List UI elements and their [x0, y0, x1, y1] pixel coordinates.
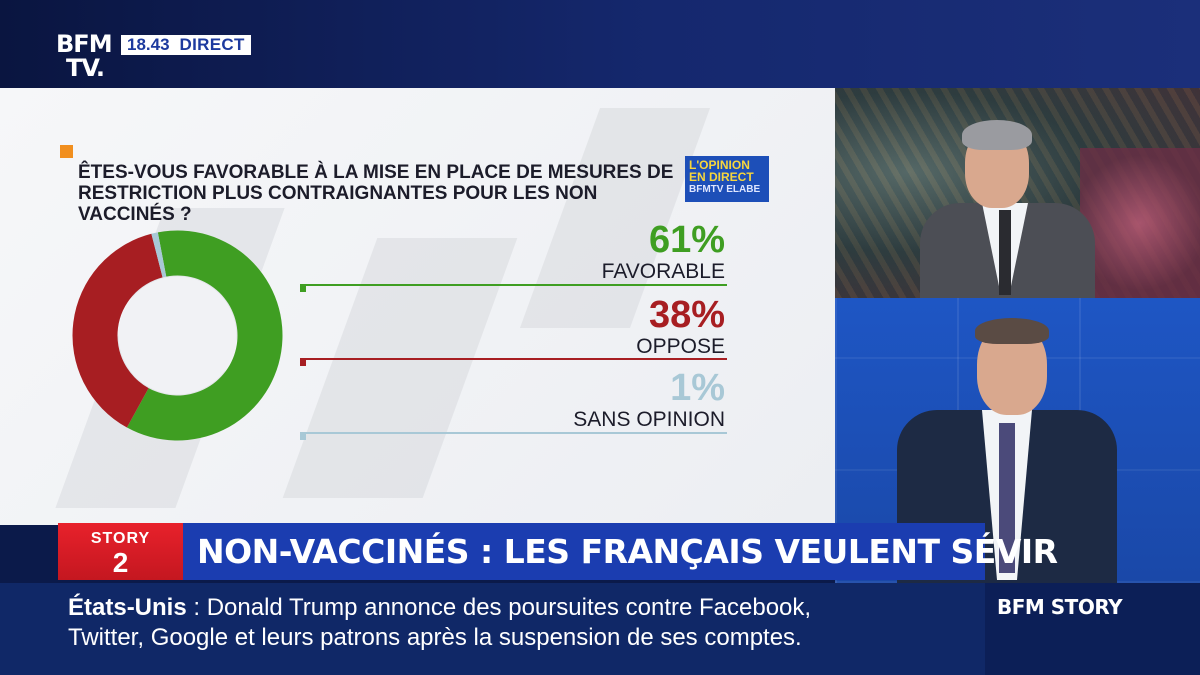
badge-line-3: BFMTV ELABE: [689, 184, 761, 195]
oppose-percent: 38%: [648, 294, 725, 336]
favorable-label: FAVORABLE: [601, 260, 725, 283]
ticker-location: États-Unis: [68, 594, 187, 621]
favorable-dot: [300, 286, 306, 292]
sans-opinion-line: [300, 432, 727, 434]
donut-chart: [72, 230, 283, 441]
result-oppose: 38% OPPOSE: [636, 295, 725, 359]
story-label: STORY: [90, 530, 151, 547]
donut-slice-sans-opinion: [151, 232, 167, 278]
ticker-line-1: États-Unis : Donald Trump annonce des po…: [68, 593, 811, 623]
ticker-line-2: Twitter, Google et leurs patrons après l…: [68, 624, 802, 651]
favorable-line: [300, 284, 727, 286]
oppose-label: OPPOSE: [636, 335, 725, 358]
result-favorable: 61% FAVORABLE: [602, 220, 725, 284]
live-label: DIRECT: [179, 35, 245, 54]
donut-slice-favorable: [126, 230, 283, 441]
clock-time: 18.43: [127, 35, 170, 54]
channel-tag: BFM STORY: [985, 583, 1200, 675]
question-bullet: [60, 145, 73, 158]
oppose-dot: [300, 360, 306, 366]
channel-name: BFM STORY: [997, 595, 1123, 619]
headline-banner: NON-VACCINÉS : LES FRANÇAIS VEULENT SÉVI…: [183, 523, 1058, 580]
watermark-shape: [282, 238, 518, 498]
donut-hole: [118, 276, 237, 395]
sans-opinion-percent: 1%: [670, 367, 725, 409]
logo-line-2: TV.: [66, 54, 105, 82]
guest-video-top: [835, 88, 1200, 298]
opinion-badge: L'OPINION EN DIRECT BFMTV ELABE: [685, 156, 769, 202]
badge-line-1: L'OPINION: [689, 158, 750, 172]
logo-line-1: BFM: [56, 30, 113, 58]
ticker-separator: :: [186, 594, 207, 621]
donut-slice-oppose: [72, 233, 163, 428]
ticker-text-1: Donald Trump annonce des poursuites cont…: [206, 594, 812, 621]
sans-opinion-label: SANS OPINION: [573, 408, 725, 431]
bfmtv-logo: BFM TV.: [56, 30, 113, 82]
badge-line-2: EN DIRECT: [689, 170, 754, 184]
favorable-percent: 61%: [648, 219, 725, 261]
result-sans-opinion: 1% SANS OPINION: [573, 368, 725, 432]
sans-opinion-dot: [300, 434, 306, 440]
poll-question: Êtes-vous favorable à la mise en place d…: [78, 162, 674, 225]
news-ticker: États-Unis : Donald Trump annonce des po…: [0, 583, 985, 675]
guest-video-bottom: [835, 298, 1200, 583]
story-tag: STORY 2: [58, 523, 183, 580]
time-live-box: 18.43 DIRECT: [121, 35, 251, 55]
top-bar: BFM TV. 18.43 DIRECT: [0, 0, 1200, 88]
poll-panel: Êtes-vous favorable à la mise en place d…: [0, 88, 835, 525]
story-number: 2: [112, 547, 129, 578]
oppose-line: [300, 358, 727, 360]
